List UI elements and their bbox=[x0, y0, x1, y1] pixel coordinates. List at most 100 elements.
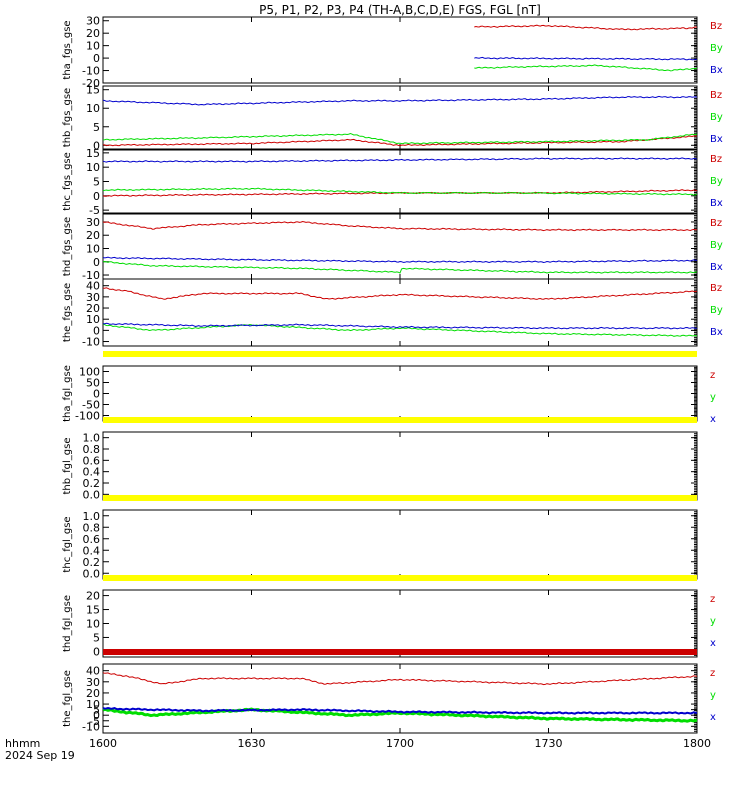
ytick-label: 0.8 bbox=[83, 521, 101, 534]
ytick-label: 10 bbox=[86, 313, 100, 326]
ytick-label: 0 bbox=[93, 190, 100, 203]
ytick-label: 0.2 bbox=[83, 477, 101, 490]
ytick-label: 1.0 bbox=[83, 510, 101, 523]
ytick-label: 40 bbox=[86, 665, 100, 678]
ytick-label: 5 bbox=[93, 631, 100, 644]
series-By bbox=[102, 260, 698, 274]
series-By bbox=[102, 187, 698, 196]
availability-bar bbox=[103, 417, 697, 423]
xtick-label: 1730 bbox=[535, 737, 563, 750]
plot-title: P5, P1, P2, P3, P4 (TH-A,B,C,D,E) FGS, F… bbox=[259, 3, 541, 17]
series-Bz bbox=[474, 24, 698, 31]
ytick-label: 100 bbox=[79, 366, 100, 379]
legend-By: By bbox=[710, 43, 723, 54]
series-z bbox=[102, 672, 698, 686]
ytick-label: 30 bbox=[86, 216, 100, 229]
ytick-label: 0 bbox=[93, 139, 100, 152]
series-Bx bbox=[474, 56, 698, 61]
ytick-label: 0.6 bbox=[83, 533, 101, 546]
ytick-label: 0 bbox=[93, 256, 100, 269]
legend-z: z bbox=[710, 668, 715, 679]
ytick-label: 0.2 bbox=[83, 556, 101, 569]
series-y bbox=[102, 707, 698, 723]
ytick-label: 30 bbox=[86, 676, 100, 689]
availability-bar bbox=[103, 495, 697, 501]
ytick-label: 20 bbox=[86, 590, 100, 603]
ytick-label: -10 bbox=[82, 720, 100, 733]
panel-frame bbox=[102, 431, 698, 501]
legend-y: y bbox=[710, 392, 716, 403]
series-Bx bbox=[102, 256, 698, 264]
ytick-label: -50 bbox=[82, 399, 100, 412]
panel-frame bbox=[102, 85, 698, 150]
ytick-label: 20 bbox=[86, 687, 100, 700]
ytick-label: 10 bbox=[86, 102, 100, 115]
ytick-label: 15 bbox=[86, 147, 100, 160]
ytick-label: 0.0 bbox=[83, 488, 101, 501]
series-x bbox=[102, 706, 698, 715]
legend-Bx: Bx bbox=[710, 327, 723, 338]
ytick-label: 0.0 bbox=[83, 567, 101, 580]
series-Bz bbox=[102, 220, 697, 232]
ytick-label: -5 bbox=[89, 204, 100, 217]
ylabel: thb_fgl_gse bbox=[62, 438, 73, 495]
ytick-label: -10 bbox=[82, 65, 100, 78]
xtick-label: 1600 bbox=[89, 737, 117, 750]
ytick-label: 0 bbox=[93, 388, 100, 401]
series-Bx bbox=[102, 95, 698, 106]
ytick-label: 30 bbox=[86, 291, 100, 304]
ytick-label: 40 bbox=[86, 280, 100, 293]
ytick-label: 10 bbox=[86, 618, 100, 631]
legend-Bz: Bz bbox=[710, 154, 722, 165]
legend-z: z bbox=[710, 370, 715, 381]
panel-frame bbox=[102, 16, 698, 84]
legend-x: x bbox=[710, 638, 716, 649]
series-Bx bbox=[102, 157, 698, 163]
ytick-label: 10 bbox=[86, 242, 100, 255]
legend-By: By bbox=[710, 112, 723, 123]
ytick-label: 10 bbox=[86, 698, 100, 711]
legend-y: y bbox=[710, 690, 716, 701]
panel-frame bbox=[102, 663, 698, 734]
series-By bbox=[102, 132, 698, 145]
ytick-label: -5 bbox=[89, 715, 100, 728]
panel-thb_fgl_gse: 0.00.20.40.60.81.0 thb_fgl_gse bbox=[62, 417, 698, 501]
xtick-label: 1800 bbox=[683, 737, 711, 750]
ytick-label: 50 bbox=[86, 377, 100, 390]
panel-frame bbox=[102, 365, 698, 422]
ytick-label: 0 bbox=[93, 645, 100, 658]
ytick-label: -100 bbox=[75, 410, 100, 423]
panel-frame bbox=[102, 509, 698, 580]
availability-bar bbox=[103, 575, 697, 581]
ylabel: the_fgl_gse bbox=[62, 670, 73, 727]
series-Bx bbox=[102, 322, 698, 330]
ylabel: thd_fgs_gse bbox=[62, 217, 73, 276]
ytick-label: 0 bbox=[93, 709, 100, 722]
ytick-label: 15 bbox=[86, 84, 100, 97]
ytick-label: 5 bbox=[93, 121, 100, 134]
ytick-label: 10 bbox=[86, 40, 100, 53]
xtick-label: 1700 bbox=[386, 737, 414, 750]
availability-bar bbox=[103, 649, 697, 655]
ytick-label: 0.4 bbox=[83, 544, 101, 557]
panel-thb_fgs_gse: 0 5 10 15 thb_fgs_gse Bz By Bx bbox=[62, 84, 723, 153]
ytick-label: 10 bbox=[86, 161, 100, 174]
ytick-label: 30 bbox=[86, 15, 100, 28]
ytick-label: 1.0 bbox=[83, 432, 101, 445]
legend-x: x bbox=[710, 712, 716, 723]
ytick-label: 0.4 bbox=[83, 466, 101, 479]
ytick-label: 15 bbox=[86, 604, 100, 617]
ylabel: thb_fgs_gse bbox=[62, 88, 73, 147]
ytick-label: 0.6 bbox=[83, 454, 101, 467]
ytick-label: 20 bbox=[86, 27, 100, 40]
legend-Bx: Bx bbox=[710, 198, 723, 209]
ylabel: tha_fgs_gse bbox=[62, 20, 73, 79]
ylabel: the_fgs_gse bbox=[62, 283, 73, 342]
panel-frame bbox=[102, 213, 698, 280]
